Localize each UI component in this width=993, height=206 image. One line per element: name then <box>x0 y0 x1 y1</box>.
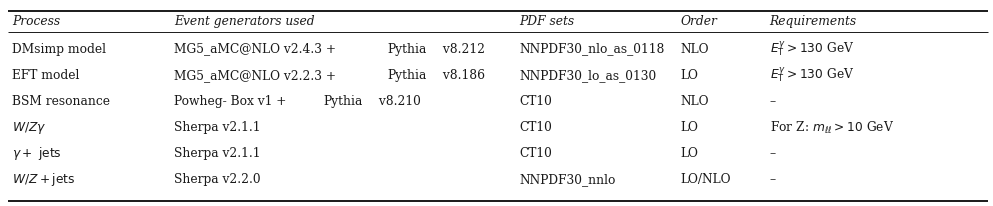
Text: Process: Process <box>12 15 60 28</box>
Text: Powheg- Box v1 +: Powheg- Box v1 + <box>174 95 290 108</box>
Text: v8.212: v8.212 <box>439 42 485 56</box>
Text: Pythia: Pythia <box>388 42 427 56</box>
Text: Pythia: Pythia <box>324 95 363 108</box>
Text: $E_{\mathrm{T}}^{\gamma} > 130$ GeV: $E_{\mathrm{T}}^{\gamma} > 130$ GeV <box>770 40 854 59</box>
Text: LO: LO <box>680 121 698 134</box>
Text: $W/Z+$jets: $W/Z+$jets <box>12 171 75 188</box>
Text: DMsimp model: DMsimp model <box>12 42 106 56</box>
Text: BSM resonance: BSM resonance <box>12 95 110 108</box>
Text: LO: LO <box>680 147 698 160</box>
Text: Sherpa v2.1.1: Sherpa v2.1.1 <box>174 121 260 134</box>
Text: Event generators used: Event generators used <box>174 15 315 28</box>
Text: NLO: NLO <box>680 42 709 56</box>
Text: v8.186: v8.186 <box>439 69 485 82</box>
Text: EFT model: EFT model <box>12 69 79 82</box>
Text: LO/NLO: LO/NLO <box>680 173 731 186</box>
Text: NNPDF30_nnlo: NNPDF30_nnlo <box>519 173 616 186</box>
Text: NNPDF30_lo_as_0130: NNPDF30_lo_as_0130 <box>519 69 656 82</box>
Text: CT10: CT10 <box>519 147 552 160</box>
Text: Order: Order <box>680 15 717 28</box>
Text: CT10: CT10 <box>519 95 552 108</box>
Text: MG5_aMC@NLO v2.4.3 +: MG5_aMC@NLO v2.4.3 + <box>174 42 340 56</box>
Text: $W/Z\gamma$: $W/Z\gamma$ <box>12 119 47 136</box>
Text: For Z: $m_{\ell\ell} > 10$ GeV: For Z: $m_{\ell\ell} > 10$ GeV <box>770 119 894 136</box>
Text: NNPDF30_nlo_as_0118: NNPDF30_nlo_as_0118 <box>519 42 664 56</box>
Text: NLO: NLO <box>680 95 709 108</box>
Text: $\gamma +$ jets: $\gamma +$ jets <box>12 145 62 162</box>
Text: –: – <box>770 95 776 108</box>
Text: –: – <box>770 173 776 186</box>
Text: v8.210: v8.210 <box>374 95 420 108</box>
Text: MG5_aMC@NLO v2.2.3 +: MG5_aMC@NLO v2.2.3 + <box>174 69 340 82</box>
Text: $E_{\mathrm{T}}^{\gamma} > 130$ GeV: $E_{\mathrm{T}}^{\gamma} > 130$ GeV <box>770 66 854 85</box>
Text: LO: LO <box>680 69 698 82</box>
Text: Sherpa v2.2.0: Sherpa v2.2.0 <box>174 173 260 186</box>
Text: Sherpa v2.1.1: Sherpa v2.1.1 <box>174 147 260 160</box>
Text: CT10: CT10 <box>519 121 552 134</box>
Text: Requirements: Requirements <box>770 15 857 28</box>
Text: Pythia: Pythia <box>388 69 427 82</box>
Text: PDF sets: PDF sets <box>519 15 575 28</box>
Text: –: – <box>770 147 776 160</box>
